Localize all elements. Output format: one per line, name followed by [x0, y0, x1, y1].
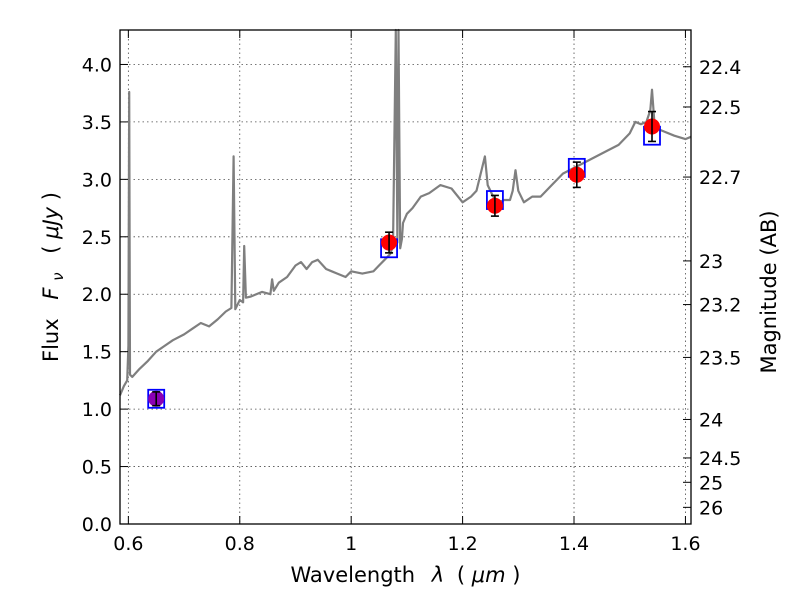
y-axis-close-paren: )	[39, 192, 63, 200]
y-tick-label: 3.5	[82, 112, 112, 134]
y-axis-open-paren: (	[39, 246, 63, 254]
y-tick-label: 3.0	[82, 169, 112, 191]
model-photometry-series	[147, 125, 661, 409]
spectrum-series	[118, 28, 692, 396]
right-axis-tick-label: 23.2	[699, 295, 741, 317]
right-axis-tick-label: 25	[699, 472, 723, 494]
right-axis-tick-label: 24	[699, 409, 723, 431]
grid	[120, 30, 691, 525]
plot-frame	[119, 29, 692, 525]
y-tick-label: 2.0	[82, 284, 112, 306]
right-axis-tick-label: 26	[699, 497, 723, 519]
right-axis-tick-label: 23	[699, 251, 723, 273]
x-tick-label: 1.2	[447, 533, 477, 555]
y-axis-unit: μJy	[39, 206, 63, 240]
axis-ticks: 0.6 0.8 1 1.2 1.4 1.6 0.0 0.5 1.0 1.5 2.0 2.5 3.0 3.5…	[82, 30, 741, 555]
x-tick-label: 1.6	[670, 533, 700, 555]
x-tick-label: 0.6	[113, 533, 143, 555]
right-axis-tick-label: 22.5	[699, 97, 741, 119]
y-tick-label: 0.5	[82, 457, 112, 479]
y-tick-label: 1.5	[82, 342, 112, 364]
y-axis-symbol: F	[39, 287, 63, 300]
x-axis-title-text: Wavelength	[291, 563, 416, 587]
x-axis-symbol: λ	[431, 563, 444, 587]
right-axis-title: Magnitude (AB)	[757, 210, 781, 373]
y-axis-title: Flux F ν ( μJy )	[39, 192, 68, 362]
right-axis-tick-label: 24.5	[699, 448, 741, 470]
y-axis-title-text: Flux	[39, 318, 63, 362]
right-axis-tick-label: 22.4	[699, 57, 741, 79]
y-tick-label: 1.0	[82, 399, 112, 421]
y-tick-label: 0.0	[82, 514, 112, 536]
y-tick-label: 4.0	[82, 54, 112, 76]
y-tick-label: 2.5	[82, 227, 112, 249]
right-axis-tick-label: 22.7	[699, 167, 741, 189]
right-axis-tick-label: 23.5	[699, 347, 741, 369]
x-axis-unit: μm	[471, 563, 506, 587]
y-axis-subscript: ν	[49, 272, 67, 280]
x-axis-open-paren: (	[457, 563, 465, 587]
x-axis-close-paren: )	[512, 563, 520, 587]
x-axis-title: Wavelength λ ( μm )	[291, 563, 521, 587]
x-tick-label: 0.8	[225, 533, 255, 555]
x-tick-label: 1	[345, 533, 357, 555]
observed-photometry-series	[148, 110, 661, 407]
spectrum-line	[118, 28, 692, 396]
x-tick-label: 1.4	[559, 533, 589, 555]
